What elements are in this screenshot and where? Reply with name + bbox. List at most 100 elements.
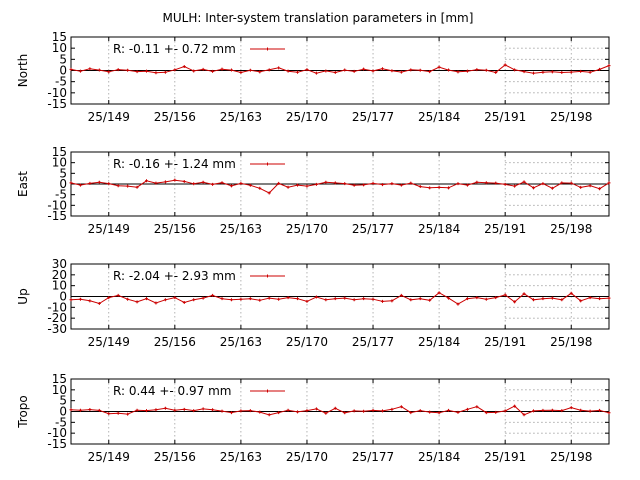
data-point xyxy=(296,70,300,74)
data-point xyxy=(182,64,186,68)
data-point xyxy=(192,69,196,73)
data-point xyxy=(324,411,328,415)
x-tick-label: 25/156 xyxy=(154,110,196,124)
data-point xyxy=(192,409,196,413)
data-point xyxy=(465,297,469,301)
data-point xyxy=(267,191,271,195)
data-point xyxy=(286,408,290,412)
data-point xyxy=(248,297,252,301)
data-point xyxy=(560,409,564,413)
data-point xyxy=(239,71,243,75)
data-point xyxy=(494,410,498,414)
data-point xyxy=(399,183,403,187)
data-point xyxy=(88,408,92,412)
y-tick-label: -10 xyxy=(47,86,67,100)
data-point xyxy=(97,302,101,306)
data-point xyxy=(418,185,422,189)
series-line xyxy=(70,179,610,194)
x-tick-label: 25/198 xyxy=(550,450,592,464)
data-point xyxy=(220,409,224,413)
y-axis-label: East xyxy=(16,171,30,197)
data-point xyxy=(324,69,328,73)
data-point xyxy=(220,181,224,185)
data-point xyxy=(399,293,403,297)
data-point xyxy=(607,296,611,300)
legend-entry: R: 0.44 +- 0.97 mm xyxy=(113,384,231,398)
data-point xyxy=(201,180,205,184)
y-tick-label: 0 xyxy=(59,64,67,78)
data-point xyxy=(560,181,564,185)
data-point xyxy=(296,410,300,414)
data-point xyxy=(229,68,233,72)
data-point xyxy=(409,411,413,415)
data-point xyxy=(494,296,498,300)
data-point xyxy=(277,181,281,185)
y-tick-label: -30 xyxy=(47,322,67,336)
legend-marker xyxy=(266,389,269,393)
data-point xyxy=(550,296,554,300)
data-point xyxy=(588,184,592,188)
data-point xyxy=(145,179,149,183)
data-point xyxy=(513,68,517,72)
data-point xyxy=(163,406,167,410)
data-point xyxy=(173,408,177,412)
data-point xyxy=(588,409,592,413)
data-point xyxy=(447,186,451,190)
data-point xyxy=(456,302,460,306)
data-point xyxy=(579,299,583,303)
data-point xyxy=(211,182,215,186)
x-tick-label: 25/156 xyxy=(154,450,196,464)
data-point xyxy=(314,295,318,299)
y-tick-label: 30 xyxy=(52,257,67,271)
data-point xyxy=(239,181,243,185)
data-point xyxy=(248,409,252,413)
series-line xyxy=(70,292,610,305)
data-point xyxy=(390,69,394,73)
x-tick-label: 25/156 xyxy=(154,335,196,349)
y-tick-label: -10 xyxy=(47,198,67,212)
data-point xyxy=(258,186,262,190)
data-point xyxy=(343,182,347,186)
data-point xyxy=(201,296,205,300)
data-point xyxy=(97,408,101,412)
data-point xyxy=(503,182,507,186)
data-point xyxy=(409,68,413,72)
x-tick-label: 25/177 xyxy=(352,335,394,349)
y-tick-label: -20 xyxy=(47,311,67,325)
data-point xyxy=(494,71,498,75)
x-tick-label: 25/149 xyxy=(88,335,130,349)
data-point xyxy=(296,183,300,187)
data-point xyxy=(371,181,375,185)
y-tick-label: 15 xyxy=(52,30,67,44)
data-point xyxy=(588,70,592,74)
data-point xyxy=(314,71,318,75)
data-point xyxy=(579,408,583,412)
data-point xyxy=(126,68,130,72)
data-point xyxy=(229,298,233,302)
data-point xyxy=(126,297,130,301)
data-point xyxy=(107,70,111,74)
data-point xyxy=(390,299,394,303)
y-tick-label: 15 xyxy=(52,372,67,386)
x-tick-label: 25/191 xyxy=(484,335,526,349)
data-point xyxy=(333,71,337,75)
data-point xyxy=(145,69,149,73)
y-axis-label: North xyxy=(16,54,30,88)
data-point xyxy=(333,297,337,301)
x-tick-label: 25/149 xyxy=(88,222,130,236)
data-point xyxy=(239,297,243,301)
y-tick-label: -5 xyxy=(55,188,67,202)
data-point xyxy=(484,181,488,185)
data-point xyxy=(428,70,432,74)
data-point xyxy=(447,408,451,412)
data-point xyxy=(173,178,177,182)
data-point xyxy=(362,67,366,71)
y-axis-label: Up xyxy=(16,288,30,304)
x-tick-label: 25/177 xyxy=(352,222,394,236)
data-point xyxy=(362,297,366,301)
y-tick-label: -10 xyxy=(47,300,67,314)
data-point xyxy=(126,184,130,188)
data-point xyxy=(503,63,507,67)
series-line xyxy=(70,405,610,416)
data-point xyxy=(88,67,92,71)
